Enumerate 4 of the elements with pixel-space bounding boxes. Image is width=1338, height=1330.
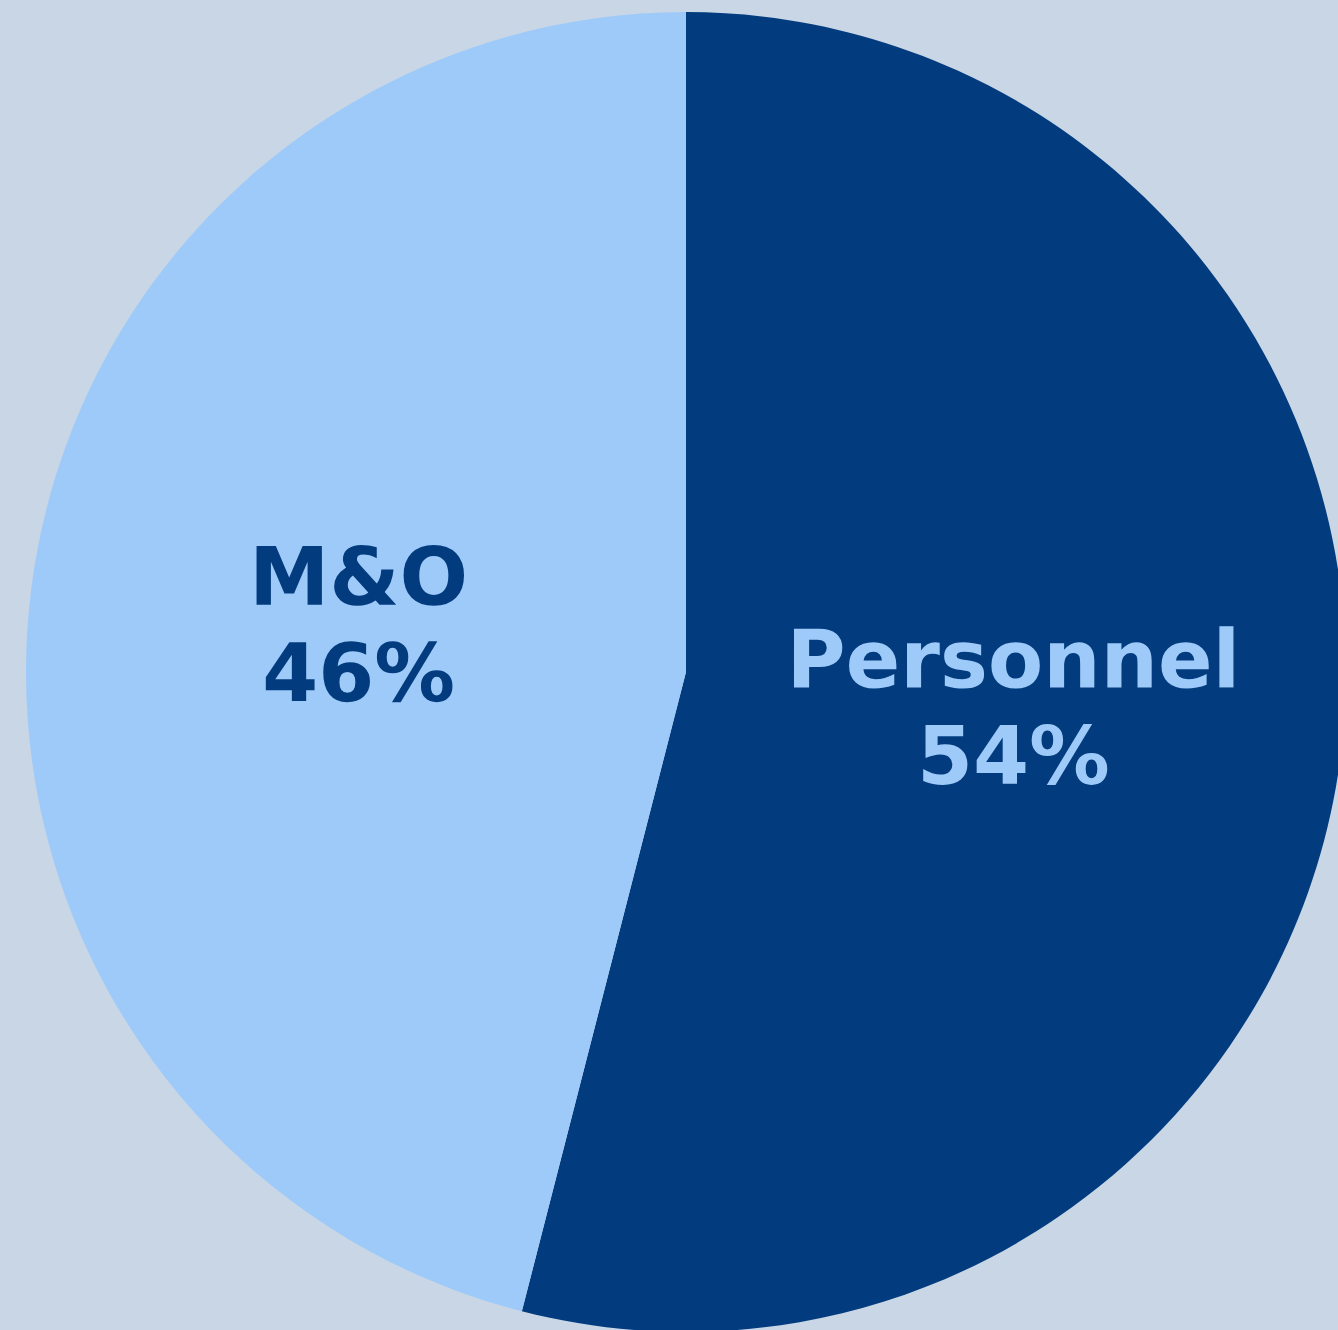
data-label: 54% bbox=[923, 723, 1108, 785]
slice-label: Personnel bbox=[793, 626, 1234, 689]
data-label: 46% bbox=[265, 641, 453, 703]
slice-label: M&O bbox=[256, 544, 464, 606]
